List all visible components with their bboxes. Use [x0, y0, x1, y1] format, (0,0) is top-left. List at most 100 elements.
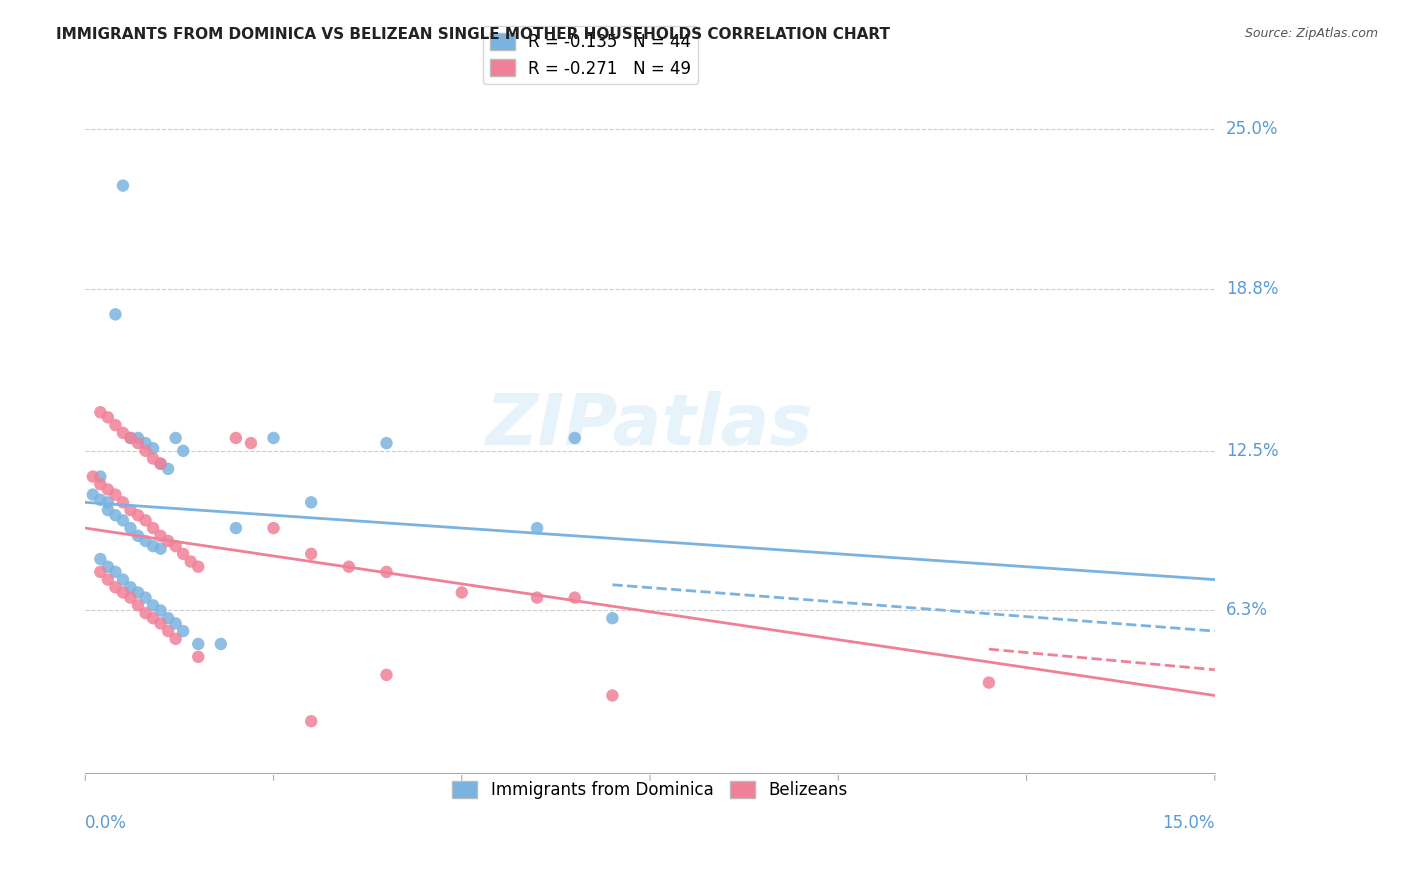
Point — [209, 637, 232, 651]
Point — [172, 443, 194, 458]
Point — [187, 559, 209, 574]
Point — [375, 565, 398, 579]
Point — [97, 483, 120, 497]
Point — [127, 599, 149, 613]
Point — [104, 508, 127, 523]
Point — [127, 431, 149, 445]
Point — [526, 521, 548, 535]
Point — [299, 547, 322, 561]
Point — [187, 649, 209, 664]
Point — [165, 539, 187, 553]
Point — [149, 457, 172, 471]
Point — [82, 488, 104, 502]
Point — [135, 513, 157, 527]
Point — [127, 585, 149, 599]
Point — [157, 533, 180, 548]
Point — [450, 585, 472, 599]
Point — [97, 410, 120, 425]
Point — [239, 436, 262, 450]
Point — [157, 462, 180, 476]
Point — [142, 442, 165, 456]
Point — [120, 431, 142, 445]
Point — [111, 178, 134, 193]
Point — [97, 495, 120, 509]
Point — [97, 503, 120, 517]
Point — [299, 495, 322, 509]
Point — [89, 405, 111, 419]
Point — [104, 580, 127, 594]
Legend: Immigrants from Dominica, Belizeans: Immigrants from Dominica, Belizeans — [446, 774, 855, 806]
Point — [111, 573, 134, 587]
Point — [602, 689, 624, 703]
Point — [157, 611, 180, 625]
Point — [135, 533, 157, 548]
Point — [89, 565, 111, 579]
Point — [149, 541, 172, 556]
Point — [142, 599, 165, 613]
Point — [602, 611, 624, 625]
Point — [89, 492, 111, 507]
Point — [104, 488, 127, 502]
Point — [89, 552, 111, 566]
Point — [120, 431, 142, 445]
Point — [142, 611, 165, 625]
Point — [165, 616, 187, 631]
Point — [127, 436, 149, 450]
Point — [97, 573, 120, 587]
Point — [142, 521, 165, 535]
Point — [225, 521, 247, 535]
Point — [89, 477, 111, 491]
Point — [375, 668, 398, 682]
Point — [104, 565, 127, 579]
Point — [135, 436, 157, 450]
Point — [127, 508, 149, 523]
Point — [263, 431, 285, 445]
Text: Source: ZipAtlas.com: Source: ZipAtlas.com — [1244, 27, 1378, 40]
Point — [149, 457, 172, 471]
Point — [564, 591, 586, 605]
Point — [89, 469, 111, 483]
Point — [526, 591, 548, 605]
Point — [142, 539, 165, 553]
Point — [172, 547, 194, 561]
Text: 0.0%: 0.0% — [86, 814, 127, 832]
Text: 12.5%: 12.5% — [1226, 442, 1278, 460]
Point — [111, 513, 134, 527]
Point — [172, 624, 194, 639]
Point — [564, 431, 586, 445]
Text: 25.0%: 25.0% — [1226, 120, 1278, 138]
Point — [149, 616, 172, 631]
Point — [142, 451, 165, 466]
Point — [120, 580, 142, 594]
Point — [187, 637, 209, 651]
Point — [120, 521, 142, 535]
Point — [135, 443, 157, 458]
Point — [111, 585, 134, 599]
Point — [165, 431, 187, 445]
Point — [157, 624, 180, 639]
Point — [111, 495, 134, 509]
Point — [120, 591, 142, 605]
Text: IMMIGRANTS FROM DOMINICA VS BELIZEAN SINGLE MOTHER HOUSEHOLDS CORRELATION CHART: IMMIGRANTS FROM DOMINICA VS BELIZEAN SIN… — [56, 27, 890, 42]
Point — [120, 503, 142, 517]
Text: 15.0%: 15.0% — [1163, 814, 1215, 832]
Text: 18.8%: 18.8% — [1226, 279, 1278, 298]
Point — [135, 591, 157, 605]
Point — [337, 559, 360, 574]
Point — [165, 632, 187, 646]
Text: 6.3%: 6.3% — [1226, 601, 1268, 620]
Point — [111, 425, 134, 440]
Point — [977, 675, 1000, 690]
Point — [149, 529, 172, 543]
Point — [180, 555, 202, 569]
Point — [104, 418, 127, 433]
Point — [97, 559, 120, 574]
Point — [135, 606, 157, 620]
Point — [104, 307, 127, 321]
Point — [127, 529, 149, 543]
Point — [375, 436, 398, 450]
Point — [149, 603, 172, 617]
Point — [225, 431, 247, 445]
Point — [82, 469, 104, 483]
Text: ZIPatlas: ZIPatlas — [486, 391, 814, 459]
